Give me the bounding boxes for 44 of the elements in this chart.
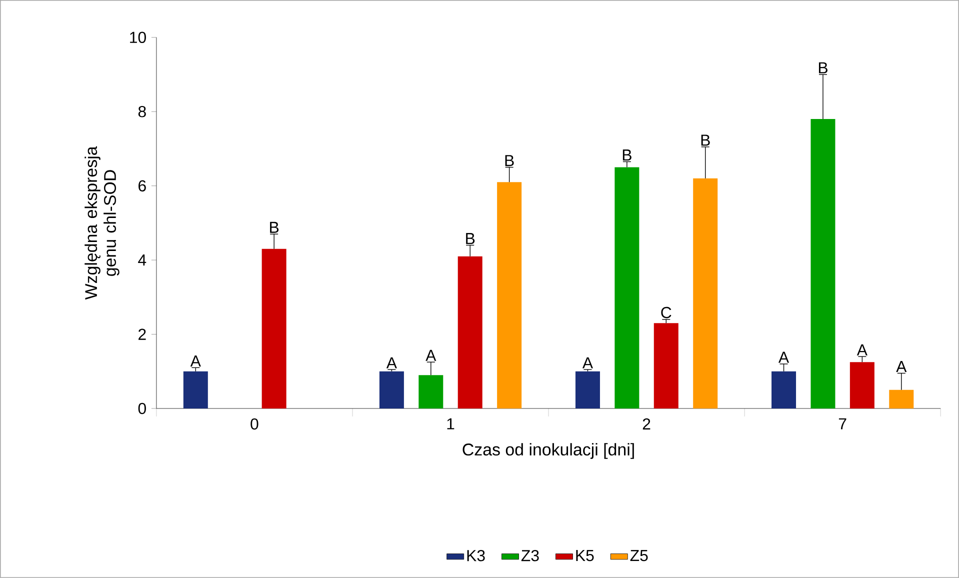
y-tick-label: 8 xyxy=(138,106,146,118)
data-label: B xyxy=(270,222,279,233)
bar xyxy=(693,178,718,409)
bar xyxy=(575,371,600,409)
data-label: B xyxy=(466,233,475,244)
legend-label: K3 xyxy=(467,550,485,562)
data-label: A xyxy=(778,352,790,363)
data-label: B xyxy=(701,134,710,146)
bar xyxy=(458,256,482,409)
data-label: A xyxy=(582,357,594,368)
bar xyxy=(614,167,640,409)
bar xyxy=(418,375,444,409)
bar xyxy=(772,371,796,409)
y-tick-label: 4 xyxy=(138,254,146,266)
x-tick-label: 2 xyxy=(642,418,650,430)
bar xyxy=(889,390,914,409)
data-label: B xyxy=(622,150,632,161)
data-label: A xyxy=(856,344,868,356)
x-tick-label: 7 xyxy=(838,418,846,430)
legend-label: K5 xyxy=(576,550,594,562)
data-label: B xyxy=(505,155,514,166)
bar xyxy=(654,323,678,409)
data-label: A xyxy=(386,357,397,368)
bar xyxy=(850,362,874,409)
x-axis-title: Czas od inokulacji [dni] xyxy=(462,443,634,459)
y-tick-label: 10 xyxy=(130,32,146,44)
bar xyxy=(183,371,208,409)
y-axis-title: Względna ekspresja genu chl-SOD xyxy=(84,146,120,300)
data-label: A xyxy=(190,356,201,367)
bar xyxy=(262,248,286,409)
legend-label: Z3 xyxy=(521,550,539,562)
data-label: A xyxy=(896,361,907,372)
legend-label: Z5 xyxy=(630,550,648,562)
y-tick-label: 2 xyxy=(138,328,146,340)
y-tick-label: 0 xyxy=(138,402,146,414)
data-label: A xyxy=(426,350,436,361)
data-label: C xyxy=(661,306,672,318)
y-tick-label: 6 xyxy=(138,180,146,192)
bar xyxy=(497,182,522,409)
x-tick-label: 0 xyxy=(250,418,258,430)
bar xyxy=(379,371,404,409)
data-label: B xyxy=(818,62,828,74)
x-tick-label: 1 xyxy=(447,418,454,430)
bar xyxy=(810,119,836,409)
